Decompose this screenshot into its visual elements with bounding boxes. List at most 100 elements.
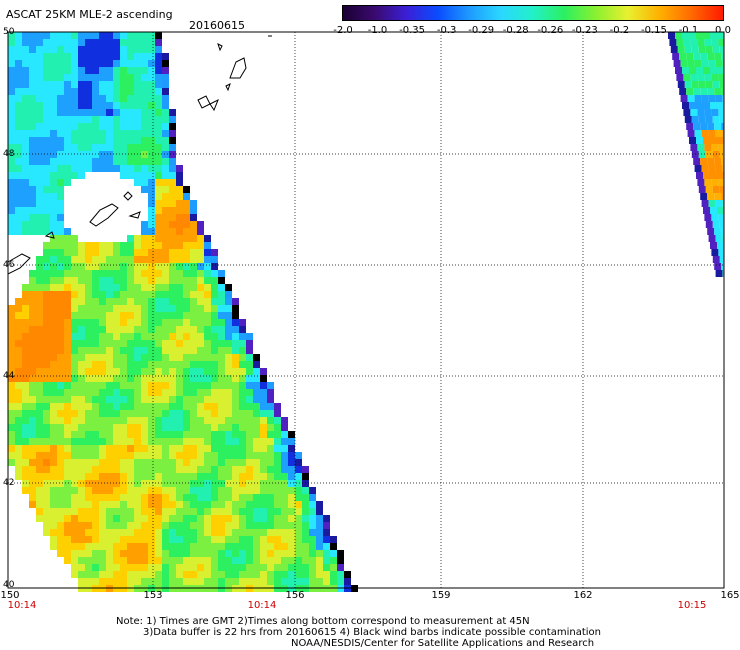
swath-cell: [99, 522, 106, 529]
swath-cell: [162, 347, 169, 354]
swath-cell: [176, 445, 183, 452]
swath-cell: [190, 417, 197, 424]
swath-cell: [8, 137, 15, 144]
swath-cell: [141, 424, 148, 431]
swath-cell: [92, 578, 99, 585]
swath-cell: [155, 207, 162, 214]
swath-cell: [43, 270, 50, 277]
swath-cell: [22, 396, 29, 403]
swath-cell: [155, 410, 162, 417]
swath-cell: [669, 39, 677, 46]
swath-cell: [197, 277, 204, 284]
swath-cell: [309, 571, 316, 578]
swath-cell: [710, 207, 717, 214]
swath-cell: [92, 326, 99, 333]
swath-cell: [36, 32, 43, 39]
swath-cell: [700, 193, 708, 200]
swath-cell: [92, 564, 99, 571]
swath-cell: [141, 578, 148, 585]
swath-cell: [155, 179, 162, 186]
swath-cell: [225, 312, 232, 319]
swath-cell: [232, 403, 239, 410]
colorbar-tick-label: 0.0: [715, 25, 731, 36]
swath-cell: [267, 578, 274, 585]
swath-cell: [162, 396, 169, 403]
swath-cell: [64, 291, 71, 298]
swath-cell: [50, 536, 57, 543]
swath-cell: [204, 277, 211, 284]
swath-cell: [127, 382, 134, 389]
swath-cell: [684, 116, 692, 123]
swath-cell: [169, 221, 176, 228]
swath-cell: [106, 256, 113, 263]
swath-cell: [705, 221, 713, 228]
swath-cell: [316, 543, 323, 550]
swath-cell: [239, 445, 246, 452]
swath-cell: [22, 53, 29, 60]
swath-cell: [246, 452, 253, 459]
swath-cell: [64, 284, 71, 291]
swath-cell: [36, 74, 43, 81]
swath-cell: [113, 564, 120, 571]
swath-cell: [106, 522, 113, 529]
swath-cell: [50, 410, 57, 417]
swath-cell: [718, 214, 724, 221]
swath-cell: [113, 284, 120, 291]
swath-cell: [190, 529, 197, 536]
swath-cell: [29, 214, 36, 221]
swath-cell: [190, 473, 197, 480]
swath-cell: [134, 165, 141, 172]
swath-cell: [43, 214, 50, 221]
swath-cell: [57, 550, 64, 557]
swath-cell: [71, 389, 78, 396]
swath-cell: [113, 438, 120, 445]
swath-cell: [92, 116, 99, 123]
swath-cell: [36, 277, 43, 284]
swath-cell: [106, 284, 113, 291]
swath-cell: [134, 557, 141, 564]
swath-cell: [190, 326, 197, 333]
swath-cell: [50, 284, 57, 291]
swath-cell: [162, 249, 169, 256]
swath-cell: [148, 277, 155, 284]
swath-cell: [134, 46, 141, 53]
swath-cell: [127, 39, 134, 46]
swath-cell: [43, 326, 50, 333]
swath-cell: [211, 480, 218, 487]
swath-cell: [225, 522, 232, 529]
swath-cell: [71, 354, 78, 361]
swath-cell: [253, 438, 260, 445]
swath-cell: [50, 144, 57, 151]
swath-cell: [190, 508, 197, 515]
swath-cell: [92, 417, 99, 424]
swath-cell: [267, 424, 274, 431]
swath-cell: [113, 32, 120, 39]
swath-cell: [169, 144, 176, 151]
swath-cell: [267, 515, 274, 522]
swath-cell: [260, 494, 267, 501]
swath-cell: [337, 578, 344, 585]
swath-cell: [260, 522, 267, 529]
swath-cell: [134, 480, 141, 487]
swath-cell: [155, 487, 162, 494]
swath-cell: [71, 459, 78, 466]
swath-cell: [176, 256, 183, 263]
swath-cell: [85, 39, 92, 46]
swath-cell: [92, 424, 99, 431]
swath-cell: [176, 389, 183, 396]
swath-cell: [85, 144, 92, 151]
swath-cell: [85, 571, 92, 578]
swath-cell: [43, 424, 50, 431]
swath-cell: [36, 193, 43, 200]
swath-cell: [106, 298, 113, 305]
swath-cell: [162, 340, 169, 347]
swath-cell: [239, 564, 246, 571]
swath-cell: [29, 200, 36, 207]
swath-cell: [57, 382, 64, 389]
swath-cell: [106, 424, 113, 431]
swath-cell: [106, 557, 113, 564]
swath-cell: [71, 32, 78, 39]
swath-cell: [85, 389, 92, 396]
coastline-outlines: [7, 35, 272, 275]
swath-cell: [106, 501, 113, 508]
